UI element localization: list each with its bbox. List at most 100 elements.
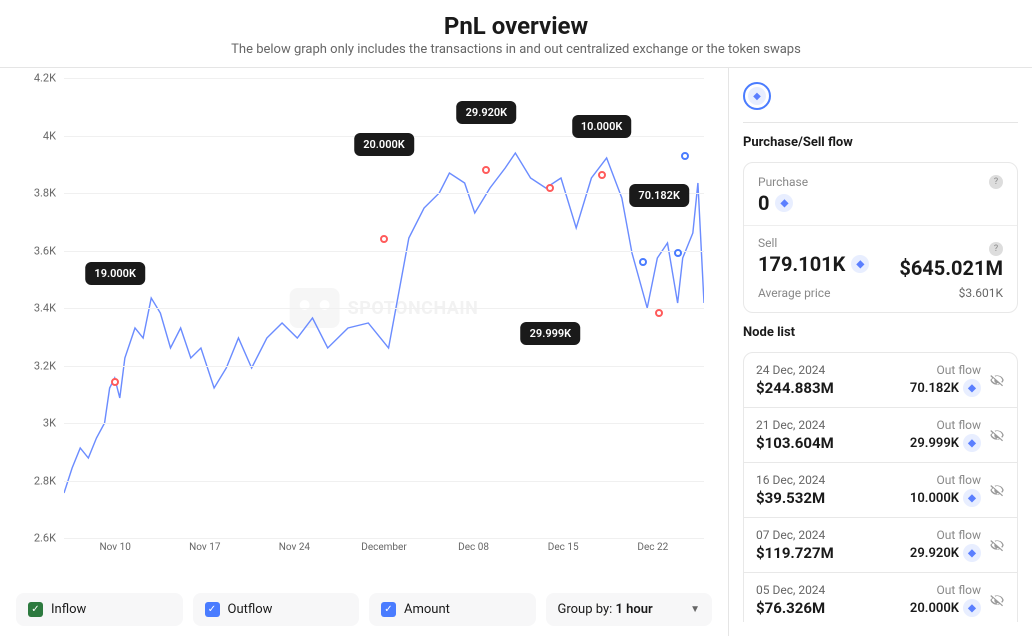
y-tick: 3.2K bbox=[34, 359, 56, 372]
node-amount: $39.532M bbox=[756, 489, 825, 507]
x-tick: Nov 24 bbox=[279, 542, 310, 553]
main-layout: 4.2K4K3.8K3.6K3.4K3.2K3K2.8K2.6K SPOTONC… bbox=[0, 68, 1032, 636]
node-flow-type: Out flow bbox=[910, 363, 981, 377]
visibility-off-icon[interactable] bbox=[989, 372, 1005, 388]
x-tick: Dec 22 bbox=[637, 542, 668, 553]
node-amount: $103.604M bbox=[756, 434, 834, 452]
node-flow-type: Out flow bbox=[910, 473, 981, 487]
node-flow-qty: 10.000K ◆ bbox=[910, 489, 981, 507]
help-icon[interactable]: ? bbox=[989, 242, 1003, 256]
chart-label: 19.000K bbox=[85, 262, 145, 285]
node-flow-qty: 70.182K ◆ bbox=[910, 379, 981, 397]
y-tick: 3.4K bbox=[34, 302, 56, 315]
eth-icon: ◆ bbox=[963, 544, 981, 562]
chart-plot[interactable]: SPOTONCHAIN 19.000K20.000K29.920K29.999K… bbox=[64, 78, 704, 538]
y-tick: 2.6K bbox=[34, 532, 56, 545]
amount-label: Amount bbox=[404, 602, 450, 617]
node-item[interactable]: 05 Dec, 2024 $76.326M Out flow 20.000K ◆ bbox=[743, 573, 1018, 622]
node-flow-qty: 29.920K ◆ bbox=[910, 544, 981, 562]
eth-icon: ◆ bbox=[748, 87, 766, 105]
chart-marker bbox=[674, 249, 682, 257]
page-header: PnL overview The below graph only includ… bbox=[0, 0, 1032, 67]
chart-panel: 4.2K4K3.8K3.6K3.4K3.2K3K2.8K2.6K SPOTONC… bbox=[0, 68, 728, 636]
x-tick: Dec 15 bbox=[548, 542, 579, 553]
group-by-text: Group by: 1 hour bbox=[558, 602, 653, 617]
node-date: 24 Dec, 2024 bbox=[756, 363, 834, 377]
y-tick: 3.6K bbox=[34, 244, 56, 257]
node-date: 07 Dec, 2024 bbox=[756, 528, 834, 542]
chevron-down-icon: ▼ bbox=[690, 604, 700, 615]
chart-area: 4.2K4K3.8K3.6K3.4K3.2K3K2.8K2.6K SPOTONC… bbox=[16, 78, 712, 558]
node-date: 16 Dec, 2024 bbox=[756, 473, 825, 487]
node-amount: $244.883M bbox=[756, 379, 834, 397]
outflow-label: Outflow bbox=[228, 602, 273, 617]
node-flow-type: Out flow bbox=[910, 528, 981, 542]
y-tick: 4.2K bbox=[34, 72, 56, 85]
chart-marker bbox=[681, 152, 689, 160]
x-tick: Nov 17 bbox=[189, 542, 220, 553]
node-flow-qty: 20.000K ◆ bbox=[910, 599, 981, 617]
purchase-value: 0 ◆ bbox=[758, 191, 808, 215]
visibility-off-icon[interactable] bbox=[989, 482, 1005, 498]
outflow-toggle[interactable]: ✓ Outflow bbox=[193, 593, 360, 626]
node-list: 24 Dec, 2024 $244.883M Out flow 70.182K … bbox=[743, 352, 1018, 622]
amount-checkbox: ✓ bbox=[381, 602, 396, 617]
node-date: 05 Dec, 2024 bbox=[756, 583, 825, 597]
page-subtitle: The below graph only includes the transa… bbox=[0, 42, 1032, 57]
avg-price-label: Average price bbox=[758, 286, 830, 300]
node-item[interactable]: 07 Dec, 2024 $119.727M Out flow 29.920K … bbox=[743, 518, 1018, 573]
chart-marker bbox=[380, 235, 388, 243]
page-title: PnL overview bbox=[0, 12, 1032, 40]
node-amount: $76.326M bbox=[756, 599, 825, 617]
sell-label: Sell bbox=[758, 236, 869, 250]
side-panel: ◆ Purchase/Sell flow Purchase 0 ◆ ? Sell bbox=[728, 68, 1032, 636]
x-tick: Dec 08 bbox=[458, 542, 489, 553]
node-item[interactable]: 24 Dec, 2024 $244.883M Out flow 70.182K … bbox=[743, 352, 1018, 408]
eth-icon: ◆ bbox=[963, 489, 981, 507]
inflow-checkbox: ✓ bbox=[28, 602, 43, 617]
token-badge[interactable]: ◆ bbox=[743, 82, 771, 110]
eth-icon: ◆ bbox=[963, 379, 981, 397]
amount-toggle[interactable]: ✓ Amount bbox=[369, 593, 536, 626]
visibility-off-icon[interactable] bbox=[989, 592, 1005, 608]
chart-marker bbox=[482, 166, 490, 174]
eth-icon: ◆ bbox=[963, 434, 981, 452]
chart-label: 29.999K bbox=[521, 322, 581, 345]
help-icon[interactable]: ? bbox=[989, 175, 1003, 189]
node-flow-type: Out flow bbox=[910, 418, 981, 432]
node-item[interactable]: 21 Dec, 2024 $103.604M Out flow 29.999K … bbox=[743, 408, 1018, 463]
inflow-toggle[interactable]: ✓ Inflow bbox=[16, 593, 183, 626]
node-flow-qty: 29.999K ◆ bbox=[910, 434, 981, 452]
node-amount: $119.727M bbox=[756, 544, 834, 562]
sell-value: 179.101K ◆ bbox=[758, 252, 869, 276]
node-date: 21 Dec, 2024 bbox=[756, 418, 834, 432]
chart-marker bbox=[655, 309, 663, 317]
chart-label: 20.000K bbox=[354, 133, 414, 156]
chart-controls: ✓ Inflow ✓ Outflow ✓ Amount Group by: 1 … bbox=[16, 593, 712, 626]
chart-marker bbox=[598, 171, 606, 179]
y-axis: 4.2K4K3.8K3.6K3.4K3.2K3K2.8K2.6K bbox=[16, 78, 60, 538]
chart-marker bbox=[111, 378, 119, 386]
avg-price-value: $3.601K bbox=[959, 286, 1003, 300]
node-flow-type: Out flow bbox=[910, 583, 981, 597]
x-axis: Nov 10 Nov 17 Nov 24 December Dec 08 Dec 15 De… bbox=[64, 538, 704, 558]
flow-section-title: Purchase/Sell flow bbox=[743, 135, 1018, 150]
flow-card: Purchase 0 ◆ ? Sell 179.101K ◆ bbox=[743, 162, 1018, 313]
visibility-off-icon[interactable] bbox=[989, 427, 1005, 443]
node-list-title: Node list bbox=[743, 325, 1018, 340]
chart-label: 29.920K bbox=[457, 101, 517, 124]
outflow-checkbox: ✓ bbox=[205, 602, 220, 617]
node-item[interactable]: 16 Dec, 2024 $39.532M Out flow 10.000K ◆ bbox=[743, 463, 1018, 518]
side-divider bbox=[743, 122, 1018, 123]
chart-label: 70.182K bbox=[629, 184, 689, 207]
chart-marker bbox=[639, 258, 647, 266]
group-by-select[interactable]: Group by: 1 hour ▼ bbox=[546, 593, 713, 626]
y-tick: 2.8K bbox=[34, 474, 56, 487]
visibility-off-icon[interactable] bbox=[989, 537, 1005, 553]
chart-label: 10.000K bbox=[572, 115, 632, 138]
y-tick: 3K bbox=[43, 417, 56, 430]
eth-icon: ◆ bbox=[963, 599, 981, 617]
x-tick: Nov 10 bbox=[100, 542, 131, 553]
x-tick: December bbox=[361, 542, 406, 553]
sell-usd: $645.021M bbox=[899, 256, 1003, 280]
